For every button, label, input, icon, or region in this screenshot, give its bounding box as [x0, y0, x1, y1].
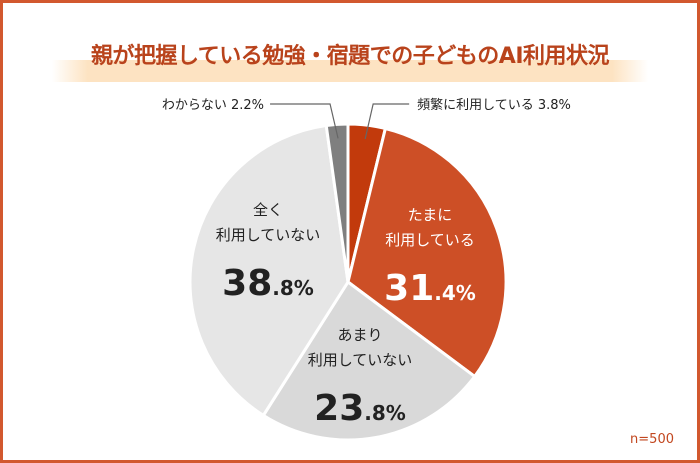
- slice-label: 全く: [253, 201, 283, 219]
- slice-value-label: 31.4%: [384, 268, 476, 309]
- slice-label: 利用していない: [216, 226, 321, 244]
- slice-label: たまに: [408, 206, 453, 224]
- pie-slice: [324, 122, 350, 284]
- slice-outside-label: 頻繁に利用している 3.8%: [417, 97, 571, 113]
- pie-slice: [188, 124, 350, 417]
- sample-size-note: n=500: [630, 432, 674, 447]
- pie-slice: [261, 280, 477, 442]
- slice-outside-label: わからない 2.2%: [162, 98, 264, 113]
- pie-slice: [346, 126, 508, 378]
- slice-value-label: 23.8%: [314, 388, 406, 429]
- title-highlight: [52, 60, 648, 82]
- slice-label: あまり: [337, 326, 382, 344]
- leader-line: [364, 103, 410, 140]
- chart-title: 親が把握している勉強・宿題での子どものAI利用状況: [90, 44, 610, 69]
- leader-line: [270, 103, 339, 139]
- slice-value-label: 38.8%: [222, 263, 314, 304]
- slice-label: 利用している: [385, 231, 475, 249]
- slice-label: 利用していない: [308, 351, 413, 369]
